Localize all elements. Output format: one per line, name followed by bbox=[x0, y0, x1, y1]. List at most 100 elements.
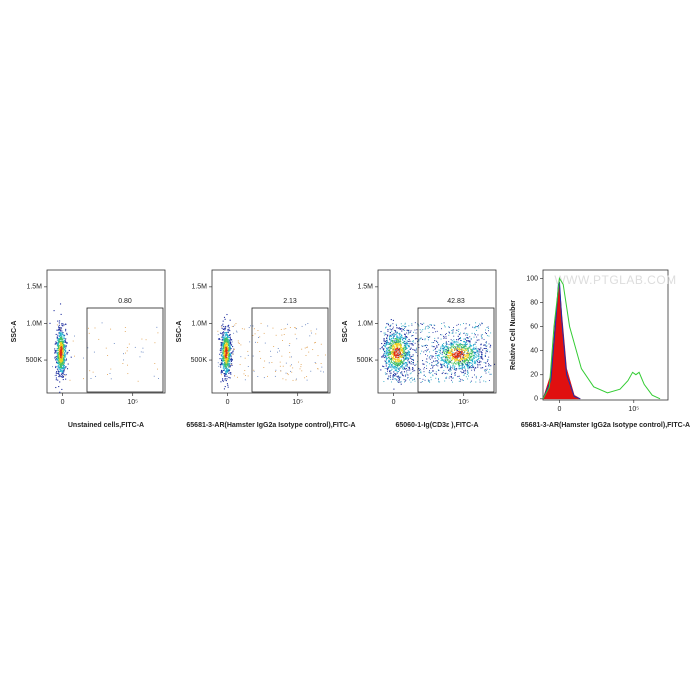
event-dot bbox=[383, 350, 385, 352]
event-dot bbox=[60, 341, 62, 343]
event-dot bbox=[467, 357, 469, 359]
event-dot bbox=[60, 364, 62, 366]
event-dot bbox=[411, 335, 413, 337]
event-dot bbox=[475, 353, 477, 355]
event-dot bbox=[452, 331, 454, 333]
event-dot bbox=[434, 349, 436, 350]
event-dot bbox=[465, 360, 467, 362]
event-dot bbox=[418, 373, 420, 375]
event-dot bbox=[412, 379, 414, 381]
event-dot bbox=[409, 357, 411, 359]
event-dot bbox=[387, 322, 389, 324]
event-dot bbox=[459, 338, 461, 339]
event-dot bbox=[471, 360, 474, 362]
event-dot bbox=[493, 363, 496, 365]
event-dot bbox=[225, 341, 227, 343]
event-dot bbox=[226, 378, 228, 380]
event-dot bbox=[457, 359, 460, 361]
event-dot bbox=[461, 366, 463, 368]
event-dot bbox=[63, 356, 65, 358]
event-dot bbox=[61, 349, 63, 352]
event-dot bbox=[469, 366, 471, 368]
event-dot bbox=[400, 356, 402, 358]
event-dot bbox=[465, 349, 467, 351]
event-dot bbox=[221, 359, 224, 361]
event-dot bbox=[401, 366, 403, 368]
event-dot bbox=[469, 362, 471, 364]
event-dot bbox=[428, 326, 430, 328]
event-dot bbox=[441, 353, 443, 356]
event-dot bbox=[230, 373, 232, 375]
event-dot bbox=[220, 351, 222, 353]
event-dot bbox=[459, 361, 461, 363]
event-dot bbox=[65, 351, 67, 353]
event-dot bbox=[454, 359, 456, 361]
event-dot bbox=[222, 343, 224, 345]
event-dot bbox=[458, 359, 460, 361]
event-dot bbox=[392, 357, 394, 360]
event-dot bbox=[436, 346, 438, 348]
event-dot bbox=[230, 372, 232, 374]
event-dot bbox=[448, 326, 450, 328]
event-dot bbox=[419, 368, 421, 370]
event-dot bbox=[224, 356, 227, 358]
event-dot bbox=[407, 350, 409, 352]
event-dot bbox=[452, 365, 454, 367]
event-dot bbox=[61, 368, 63, 370]
event-dot bbox=[225, 347, 227, 349]
event-dot bbox=[392, 345, 394, 347]
event-dot bbox=[406, 340, 408, 342]
event-dot bbox=[429, 363, 431, 365]
event-dot bbox=[228, 353, 230, 356]
event-dot bbox=[426, 367, 428, 369]
event-dot bbox=[403, 351, 405, 353]
event-dot bbox=[453, 339, 455, 341]
event-dot bbox=[482, 367, 484, 369]
event-dot bbox=[226, 355, 228, 357]
event-dot bbox=[389, 348, 391, 350]
event-dot bbox=[480, 347, 482, 349]
event-dot bbox=[400, 376, 402, 378]
event-dot bbox=[474, 362, 476, 364]
y-tick-label: 500K bbox=[191, 357, 208, 364]
event-dot bbox=[459, 337, 461, 339]
event-dot bbox=[401, 338, 404, 341]
gate bbox=[86, 307, 164, 393]
event-dot bbox=[475, 381, 477, 383]
event-dot bbox=[450, 347, 452, 349]
event-dot bbox=[223, 351, 226, 354]
event-dot bbox=[448, 360, 450, 362]
event-dot bbox=[231, 326, 233, 327]
event-dot bbox=[304, 377, 306, 379]
event-dot bbox=[442, 347, 444, 349]
event-dot bbox=[390, 329, 392, 331]
event-dot bbox=[445, 356, 447, 358]
event-dot bbox=[62, 351, 64, 353]
event-dot bbox=[59, 357, 61, 359]
event-dot bbox=[56, 359, 58, 361]
event-dot bbox=[414, 377, 415, 379]
event-dot bbox=[460, 353, 462, 356]
event-dot bbox=[57, 345, 59, 347]
event-dot bbox=[60, 359, 62, 361]
event-dot bbox=[416, 338, 418, 340]
event-dot bbox=[447, 350, 449, 351]
event-dot bbox=[392, 357, 394, 359]
event-dot bbox=[477, 364, 479, 366]
event-dot bbox=[409, 353, 411, 355]
event-dot bbox=[445, 345, 447, 347]
event-dot bbox=[423, 368, 425, 370]
event-dot bbox=[388, 356, 390, 358]
event-dot bbox=[397, 371, 399, 373]
event-dot bbox=[457, 354, 459, 356]
event-dot bbox=[383, 366, 385, 368]
event-dot bbox=[110, 378, 112, 380]
event-dot bbox=[66, 342, 68, 344]
event-dot bbox=[389, 376, 391, 378]
event-dot bbox=[445, 361, 447, 363]
event-dot bbox=[446, 359, 448, 361]
event-dot bbox=[449, 369, 451, 371]
event-dot bbox=[460, 361, 462, 363]
event-dot bbox=[397, 355, 400, 357]
event-dot bbox=[471, 367, 473, 369]
